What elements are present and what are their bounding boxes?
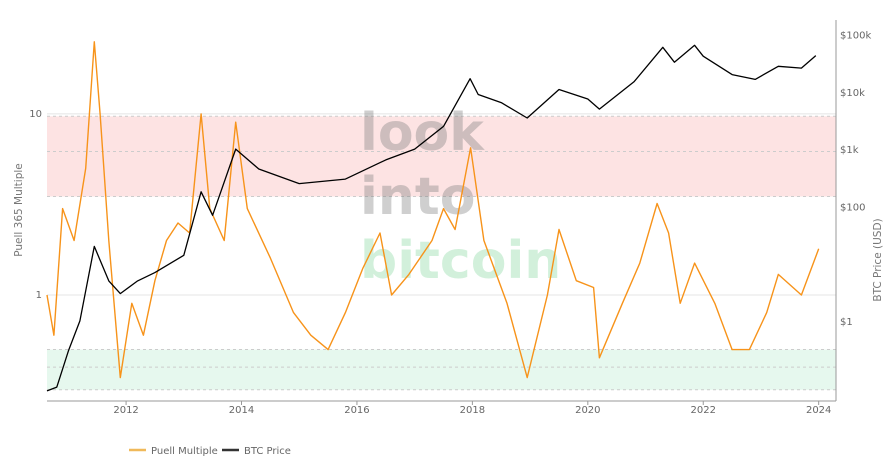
left-tick-label: 1 [36,290,42,301]
legend-label-puell: Puell Multiple [151,446,218,457]
svg-text:into: into [360,167,475,227]
watermark-logo: look into bitcoin [360,103,561,291]
valuation-bands [47,115,836,391]
band-undervalued [47,349,836,390]
left-tick-labels: 10 1 [29,109,42,301]
x-tick-label: 2022 [691,405,716,416]
x-tick-label: 2018 [460,405,485,416]
right-tick-label: $100k [840,31,871,42]
x-tick-label: 2016 [344,405,369,416]
legend-item-btc[interactable]: BTC Price [222,446,291,457]
legend-item-puell[interactable]: Puell Multiple [129,446,218,457]
svg-text:bitcoin: bitcoin [360,231,561,291]
svg-text:look: look [360,103,485,163]
x-tick-label: 2012 [113,405,138,416]
left-axis-label: Puell 365 Multiple [13,163,25,257]
x-tick-label: 2024 [806,405,831,416]
gridlines [47,113,836,296]
right-tick-label: $10k [840,88,865,99]
right-tick-label: $100 [840,202,865,213]
series-btc-price [46,44,817,392]
series-puell-multiple [46,41,820,379]
right-axis-label: BTC Price (USD) [872,218,884,301]
series-lines [46,41,820,392]
left-tick-label: 10 [29,109,42,120]
band-overvalued [47,116,836,197]
right-tick-label: $1 [840,317,853,328]
legend: Puell Multiple BTC Price [129,446,291,457]
x-tick-label: 2014 [229,405,254,416]
right-tick-label: $1k [840,145,859,156]
right-tick-labels: $100k $10k $1k $100 $1 [840,31,871,328]
x-tick-label: 2020 [575,405,600,416]
legend-label-btc: BTC Price [244,446,291,457]
x-tick-labels: 2012 2014 2016 2018 2020 2022 2024 [113,401,831,416]
